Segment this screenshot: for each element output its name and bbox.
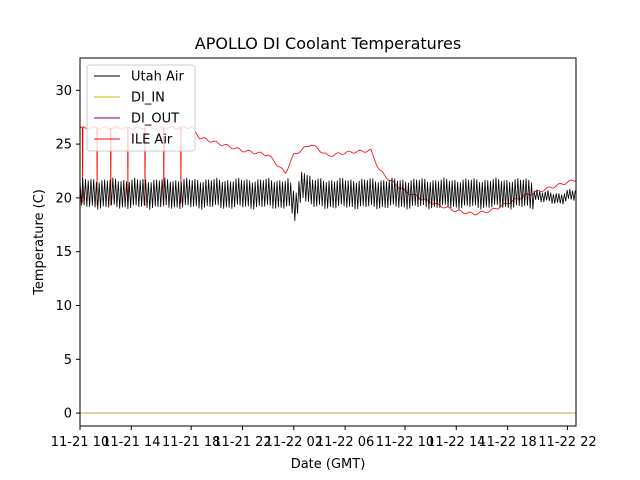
legend-label-ile-air: ILE Air [131, 133, 173, 148]
y-tick-label: 15 [55, 245, 72, 260]
x-tick-label: 11-22 22 [538, 435, 596, 450]
y-tick-label: 30 [55, 84, 72, 99]
y-axis-ticks: 0 5 10 15 20 25 30 [55, 84, 80, 422]
y-tick-label: 25 [55, 138, 72, 153]
legend-box [86, 64, 196, 152]
legend-label-di-in: DI_IN [131, 91, 165, 106]
legend-label-di-out: DI_OUT [131, 112, 179, 127]
x-tick-label: 11-22 18 [478, 435, 536, 450]
x-tick-label: 11-21 22 [213, 435, 271, 450]
x-tick-label: 11-21 10 [51, 435, 109, 450]
chart-title: APOLLO DI Coolant Temperatures [195, 34, 461, 53]
x-tick-label: 11-22 10 [376, 435, 434, 450]
x-tick-label: 11-22 06 [316, 435, 374, 450]
legend-items: Utah Air DI_IN DI_OUT ILE Air [94, 70, 184, 148]
x-tick-label: 11-21 14 [102, 435, 160, 450]
x-tick-label: 11-21 18 [162, 435, 220, 450]
axes-frame [79, 57, 577, 427]
x-tick-label: 11-22 14 [427, 435, 485, 450]
y-tick-label: 0 [64, 407, 72, 422]
x-tick-label: 11-22 02 [265, 435, 323, 450]
legend-label-utah-air: Utah Air [131, 70, 184, 85]
y-tick-label: 5 [64, 353, 72, 368]
y-tick-label: 10 [55, 299, 72, 314]
y-tick-label: 20 [55, 191, 72, 206]
legend: Utah Air DI_IN DI_OUT ILE Air [86, 64, 196, 152]
series-line-utah-air [80, 171, 576, 222]
x-axis-label: Date (GMT) [291, 457, 366, 472]
y-axis-label: Temperature (C) [32, 189, 47, 296]
